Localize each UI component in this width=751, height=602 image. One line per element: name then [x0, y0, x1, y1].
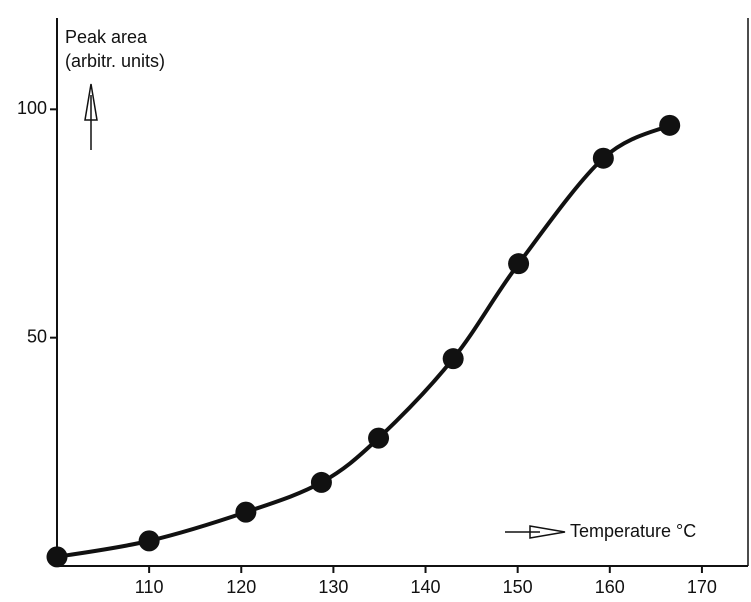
y-label: Peak area — [65, 27, 148, 47]
x-tick-label: 160 — [595, 577, 625, 597]
marker — [508, 253, 530, 275]
marker — [138, 530, 160, 552]
x-label: Temperature °C — [570, 521, 696, 541]
curve — [56, 123, 671, 559]
y-label-unit: (arbitr. units) — [65, 51, 165, 71]
x-tick-label: 140 — [411, 577, 441, 597]
y-arrow — [84, 83, 98, 150]
x-tick-label: 130 — [318, 577, 348, 597]
x-tick-label: 110 — [135, 577, 164, 597]
x-tick-label: 150 — [503, 577, 533, 597]
marker — [659, 114, 681, 136]
marker — [592, 147, 614, 169]
marker — [442, 348, 464, 370]
marker — [368, 427, 390, 449]
marker — [310, 471, 332, 493]
x-tick-label: 170 — [687, 577, 717, 597]
x-arrow — [505, 525, 566, 539]
y-tick-label: 50 — [27, 326, 47, 346]
y-tick-label: 100 — [17, 98, 47, 118]
marker — [235, 501, 257, 523]
marker — [46, 546, 68, 568]
x-tick-label: 120 — [226, 577, 256, 597]
